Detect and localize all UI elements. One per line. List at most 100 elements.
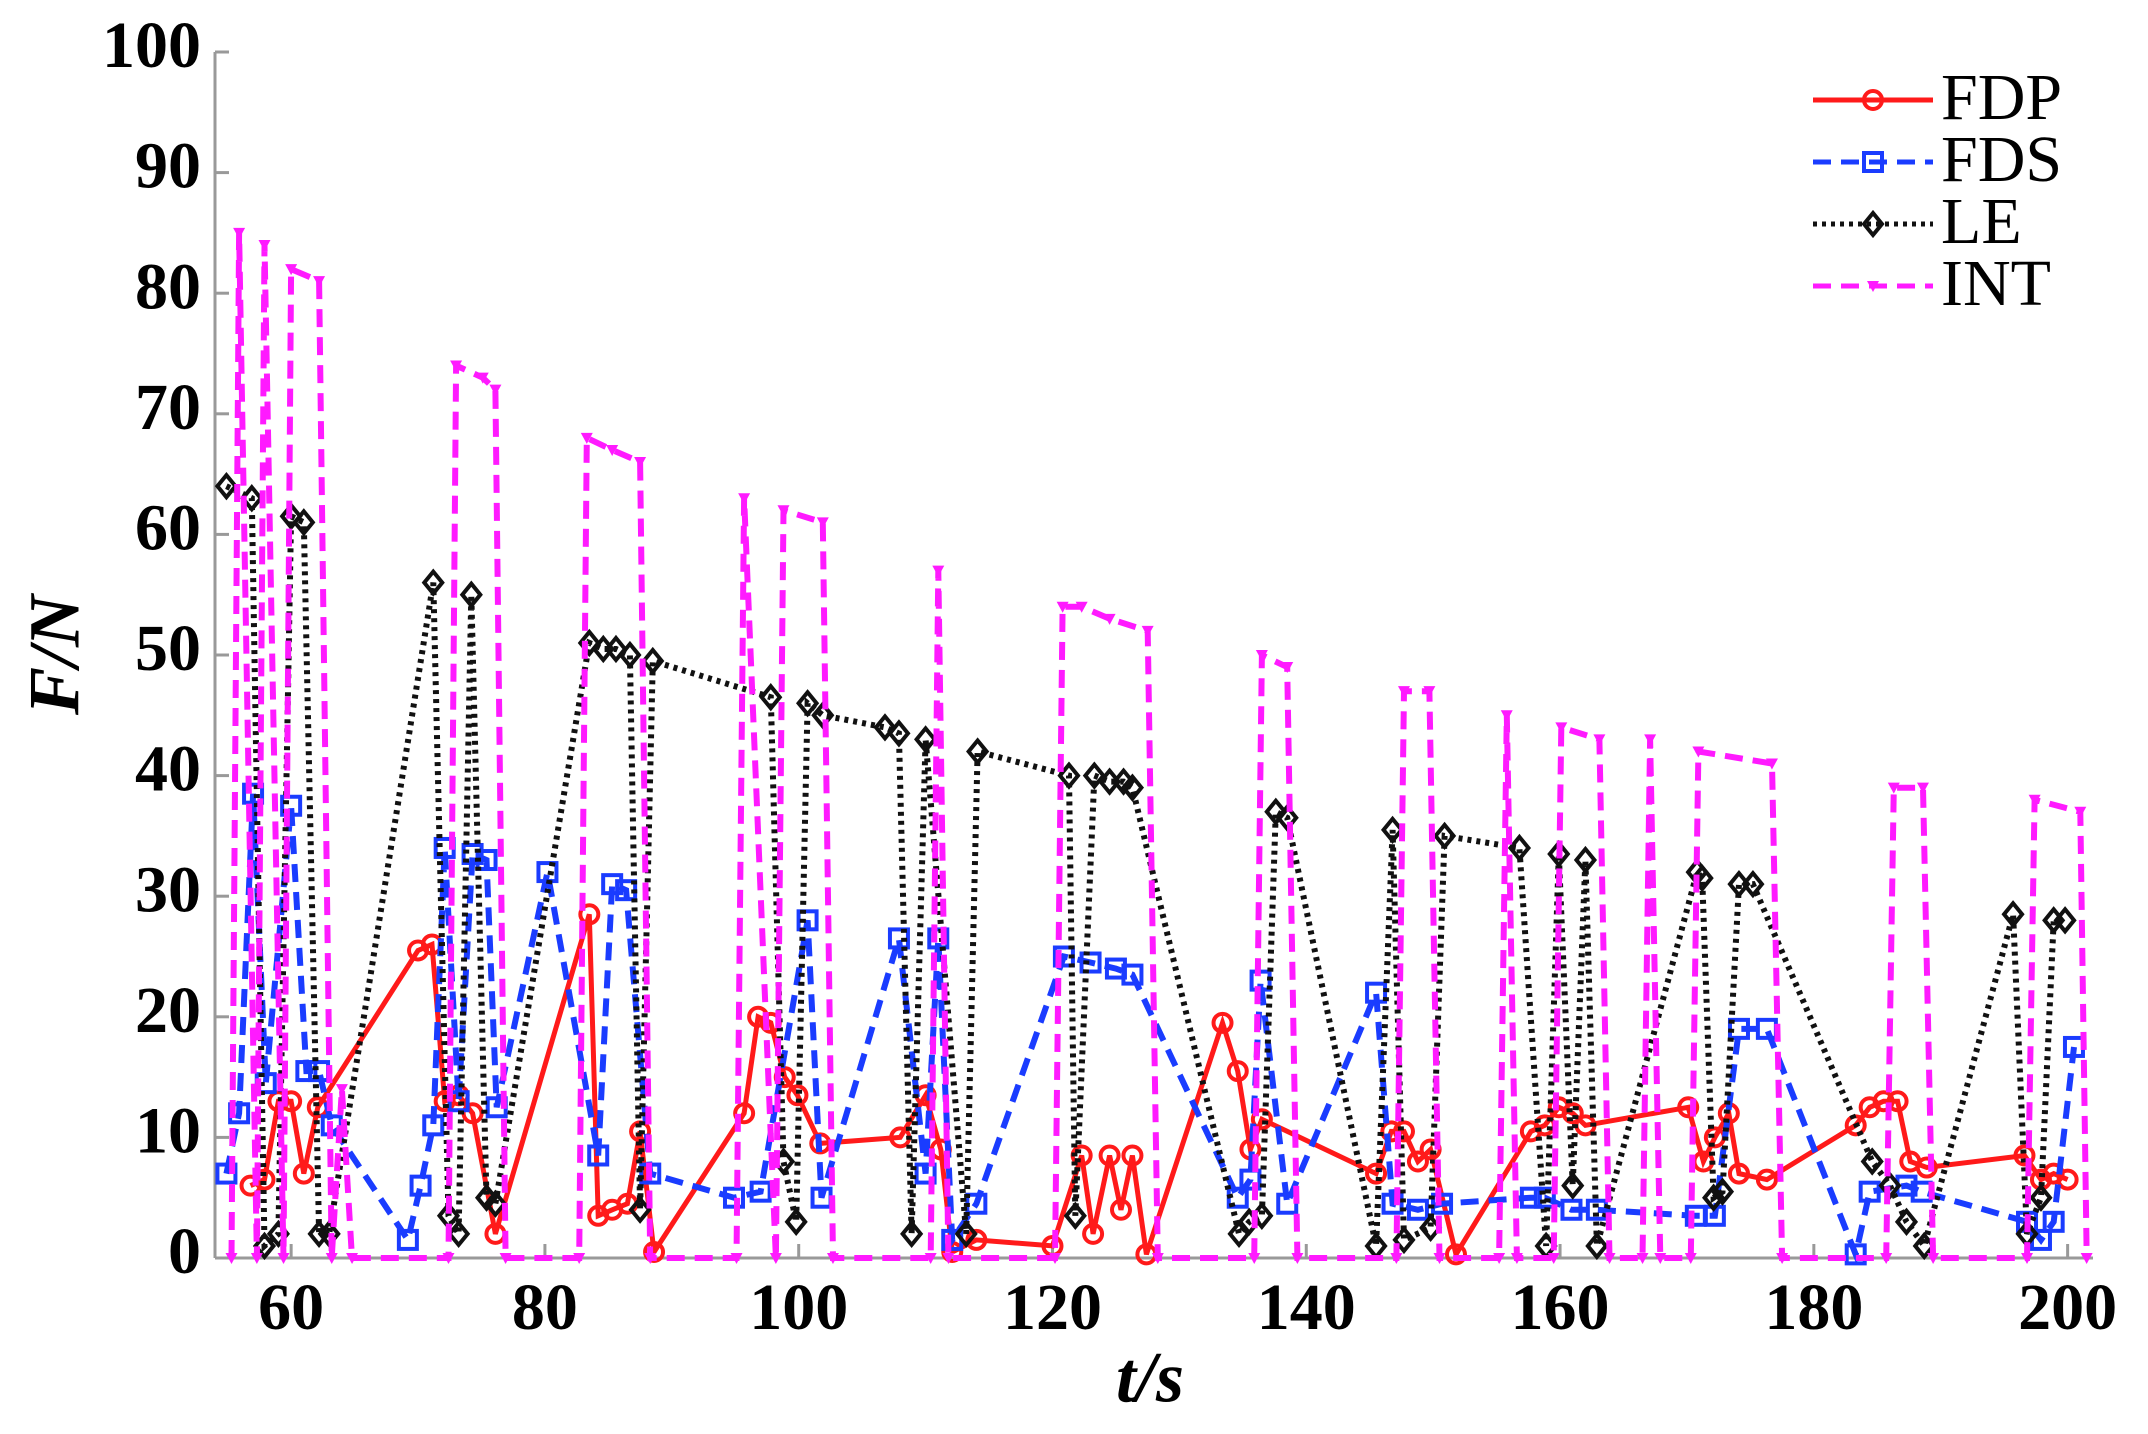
x-tick-label: 80 — [512, 1271, 578, 1344]
x-tick-label: 180 — [1764, 1271, 1863, 1344]
data-point — [777, 505, 790, 517]
y-axis-label: F/N — [15, 592, 95, 716]
data-point — [1844, 1243, 1867, 1266]
data-point — [634, 457, 647, 469]
data-point — [900, 1219, 924, 1249]
data-point — [1507, 833, 1532, 863]
data-point — [1082, 1222, 1105, 1245]
data-point — [1380, 815, 1405, 845]
data-point — [1872, 1090, 1895, 1113]
data-point — [1121, 1144, 1144, 1167]
data-point — [1684, 1253, 1697, 1264]
data-point — [587, 1144, 610, 1167]
data-point — [1500, 710, 1513, 722]
data-point — [1226, 1060, 1249, 1083]
y-tick-label: 10 — [135, 1095, 201, 1168]
data-point — [346, 1253, 359, 1264]
data-point — [1636, 1253, 1649, 1264]
data-point — [1886, 1090, 1909, 1113]
data-point — [644, 1253, 657, 1264]
data-point — [2074, 806, 2087, 818]
data-point — [1741, 869, 1765, 899]
data-point — [1432, 821, 1457, 851]
data-point — [258, 239, 271, 251]
data-point — [2021, 1253, 2034, 1264]
data-point — [1075, 601, 1088, 613]
data-point — [292, 508, 316, 537]
data-point — [1585, 1231, 1609, 1261]
data-point — [1519, 1186, 1542, 1209]
data-point — [1239, 1168, 1262, 1191]
data-point — [1915, 1156, 1938, 1179]
data-point — [1406, 1150, 1429, 1173]
data-point — [749, 1180, 772, 1203]
data-point — [2013, 1144, 2036, 1167]
data-point — [1561, 1171, 1585, 1200]
legend-marker — [1862, 151, 1884, 173]
data-point — [1858, 1180, 1881, 1203]
legend-marker — [1861, 209, 1885, 239]
data-point — [1692, 746, 1705, 758]
data-point — [1365, 1162, 1388, 1185]
data-point — [1510, 1253, 1523, 1264]
data-point — [604, 634, 628, 664]
data-point — [873, 713, 897, 742]
legend-marker — [1867, 281, 1879, 292]
x-tick-label: 160 — [1511, 1271, 1610, 1344]
data-point — [796, 909, 819, 932]
data-point — [2001, 900, 2025, 929]
data-point — [2028, 794, 2041, 806]
data-point — [1423, 686, 1436, 698]
data-point — [459, 580, 483, 609]
data-point — [421, 568, 445, 597]
data-point — [1250, 1108, 1273, 1131]
data-point — [966, 737, 990, 766]
data-point — [250, 1253, 263, 1264]
data-point — [292, 1162, 315, 1185]
data-point — [1433, 1253, 1446, 1264]
data-point — [1063, 1201, 1087, 1230]
data-point — [252, 1231, 277, 1261]
data-point — [325, 1253, 338, 1264]
data-point — [914, 725, 938, 754]
data-point — [1690, 863, 1714, 893]
data-point — [1049, 1253, 1062, 1264]
data-point — [618, 640, 642, 670]
data-point — [1894, 1207, 1919, 1236]
data-point — [1561, 1102, 1584, 1125]
data-point — [1381, 1192, 1404, 1215]
data-point — [1056, 601, 1069, 613]
data-point — [1776, 1253, 1789, 1264]
data-point — [489, 384, 502, 396]
data-point — [601, 873, 624, 896]
data-point — [1103, 613, 1116, 625]
data-point — [1431, 1192, 1454, 1215]
series-line — [249, 913, 2069, 1261]
data-point — [1585, 1198, 1608, 1221]
data-point — [1110, 1198, 1133, 1221]
data-point — [1560, 1198, 1583, 1221]
data-point — [1887, 782, 1900, 794]
y-tick-label: 40 — [135, 733, 201, 806]
data-point — [2056, 1168, 2079, 1191]
data-point — [1710, 1177, 1735, 1206]
y-tick-label: 30 — [135, 853, 201, 926]
data-point — [606, 444, 619, 456]
data-point — [1397, 686, 1410, 698]
data-point — [1493, 1253, 1506, 1264]
data-point — [1390, 1253, 1403, 1264]
data-point — [279, 502, 303, 531]
data-point — [887, 719, 911, 748]
x-tick-label: 100 — [749, 1271, 848, 1344]
data-point — [225, 1253, 238, 1264]
y-tick-label: 100 — [102, 9, 201, 82]
data-point — [313, 276, 326, 288]
data-point — [577, 628, 601, 658]
data-point — [1573, 845, 1598, 875]
data-point — [1860, 1147, 1884, 1176]
data-point — [1406, 1198, 1429, 1221]
data-point — [942, 1253, 955, 1264]
data-point — [759, 683, 783, 712]
x-axis-label: t/s — [1116, 1338, 1184, 1418]
x-tick-label: 140 — [1257, 1271, 1356, 1344]
